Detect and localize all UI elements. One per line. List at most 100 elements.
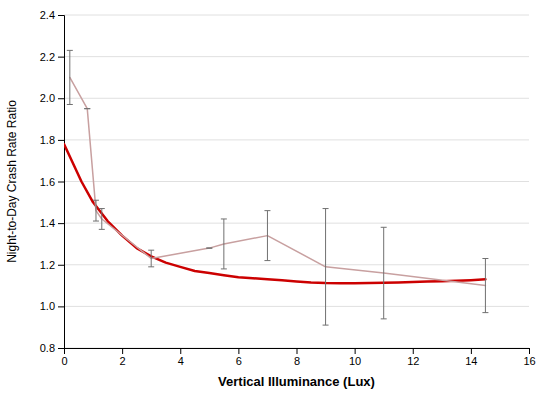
error-bar-cap [206, 248, 212, 249]
error-bar-stem [95, 200, 96, 221]
tick-label: 1.8 [40, 134, 55, 146]
tick-mark [58, 57, 64, 58]
error-bar-stem [151, 250, 152, 267]
error-bar-cap [323, 325, 329, 326]
error-bar [264, 211, 270, 261]
x-axis-tick: 10 [349, 348, 361, 367]
grid-line [64, 223, 529, 224]
x-axis-tick: 0 [61, 348, 67, 367]
plot-area [64, 50, 488, 325]
tick-label: 1.0 [40, 300, 55, 312]
tick-mark [58, 223, 64, 224]
error-bar-cap [221, 268, 227, 269]
error-bar-stem [325, 209, 326, 326]
error-bar-cap [482, 312, 488, 313]
error-bar-cap [148, 266, 154, 267]
error-bar-cap [93, 200, 99, 201]
y-axis-tick: 0.8 [40, 342, 64, 354]
error-bar [206, 248, 212, 249]
x-axis-tick: 6 [236, 348, 242, 367]
tick-label: 1.6 [40, 176, 55, 188]
tick-mark [58, 348, 64, 349]
y-axis-tick: 1.8 [40, 134, 64, 146]
error-bar [148, 250, 154, 267]
series-line [64, 144, 485, 283]
grid-line [64, 56, 529, 57]
x-axis-tick: 14 [465, 348, 477, 367]
tick-mark [58, 306, 64, 307]
error-bar-cap [206, 248, 212, 249]
tick-label: 8 [294, 355, 300, 367]
tick-mark [471, 348, 472, 354]
y-axis-tick: 2.0 [40, 92, 64, 104]
x-axis-tick: 8 [294, 348, 300, 367]
error-bar-cap [84, 108, 90, 109]
x-axis-tick: 2 [120, 348, 126, 367]
error-bar-cap [381, 227, 387, 228]
grid-line [64, 306, 529, 307]
tick-mark [355, 348, 356, 354]
tick-mark [529, 348, 530, 354]
x-axis-line [65, 349, 530, 355]
chart-container: 02468101214160.81.01.21.41.61.82.02.22.4… [0, 0, 551, 398]
grid-line [64, 15, 529, 16]
x-axis-tick: 12 [407, 348, 419, 367]
grid-line [64, 98, 529, 99]
y-axis-tick: 1.2 [40, 259, 64, 271]
tick-label: 12 [407, 355, 419, 367]
error-bar-cap [381, 318, 387, 319]
error-bar-cap [84, 108, 90, 109]
y-axis-tick: 2.2 [40, 51, 64, 63]
tick-mark [58, 140, 64, 141]
tick-label: 2.2 [40, 51, 55, 63]
error-bar-stem [69, 50, 70, 104]
error-bar-cap [264, 210, 270, 211]
tick-label: 14 [465, 355, 477, 367]
error-bar-cap [323, 208, 329, 209]
tick-mark [58, 182, 64, 183]
tick-label: 1.2 [40, 259, 55, 271]
error-bar-stem [223, 219, 224, 269]
x-axis-tick: 16 [523, 348, 535, 367]
error-bar [482, 259, 488, 313]
error-bar [84, 108, 90, 109]
error-bar-stem [267, 211, 268, 261]
grid-line [64, 139, 529, 140]
y-axis-tick: 1.6 [40, 176, 64, 188]
y-axis-title: Night-to-Day Crash Rate Ratio [5, 100, 19, 263]
tick-mark [413, 348, 414, 354]
error-bar [67, 50, 73, 104]
error-bar [99, 209, 105, 230]
tick-mark [297, 348, 298, 354]
tick-mark [58, 98, 64, 99]
error-bar [221, 219, 227, 269]
tick-label: 2.0 [40, 92, 55, 104]
tick-label: 6 [236, 355, 242, 367]
x-axis-tick: 4 [178, 348, 184, 367]
error-bar-cap [264, 260, 270, 261]
error-bar [323, 209, 329, 326]
x-axis-title: Vertical Illuminance (Lux) [218, 374, 375, 389]
tick-label: 1.4 [40, 217, 55, 229]
tick-label: 10 [349, 355, 361, 367]
tick-mark [122, 348, 123, 354]
error-bar-stem [485, 259, 486, 313]
error-bar-cap [67, 104, 73, 105]
error-bar-stem [101, 209, 102, 230]
error-bar-stem [383, 227, 384, 319]
error-bar [381, 227, 387, 319]
error-bar-cap [148, 250, 154, 251]
tick-label: 0 [61, 355, 67, 367]
tick-mark [58, 265, 64, 266]
x-axis: 0 2 4 6 8 10 12 14 16 [61, 348, 535, 367]
tick-label: 0.8 [40, 342, 55, 354]
y-axis-tick: 1.4 [40, 217, 64, 229]
y-axis-tick: 1.0 [40, 300, 64, 312]
error-bar-cap [99, 229, 105, 230]
tick-label: 2 [120, 355, 126, 367]
error-bar-cap [482, 258, 488, 259]
tick-mark [180, 348, 181, 354]
tick-label: 4 [178, 355, 184, 367]
chart-svg: 02468101214160.81.01.21.41.61.82.02.22.4… [0, 0, 551, 398]
grid [64, 15, 529, 348]
